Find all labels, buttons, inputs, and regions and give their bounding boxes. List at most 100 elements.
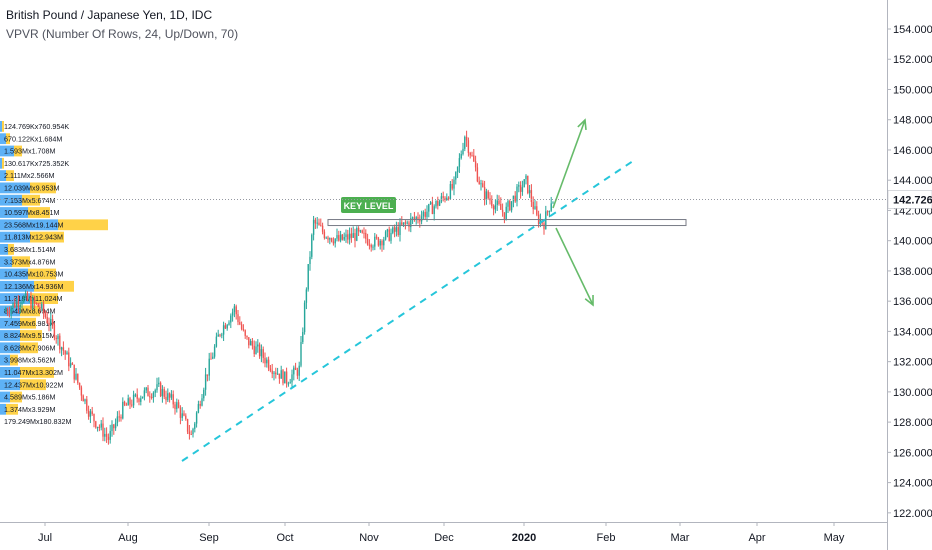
candle-body [55,337,57,340]
price-axis-label: 150.000 [893,84,932,96]
candle-body [136,394,138,399]
candle-body [325,237,327,239]
volume-profile-down-bar [30,231,64,243]
candle-body [345,234,347,238]
candle-body [109,431,111,440]
key-level-box[interactable] [327,219,687,227]
candle-body [132,394,135,406]
candle-body [296,369,299,376]
candle-body [68,352,70,367]
volume-profile-label: 7.153Mx5.674M [4,196,56,205]
volume-profile-label: 3.998Mx3.562M [4,356,56,365]
price-axis-label: 128.000 [893,417,932,429]
candle-body [185,415,187,420]
candle-body [478,181,480,184]
candle-body [395,227,398,232]
candle-body [42,304,45,314]
candle-body [444,197,446,200]
candle-body [435,200,437,207]
candle-body [197,404,200,413]
volume-profile-down-bar [22,194,40,206]
candle-body [192,428,194,435]
candle-body [321,225,324,232]
volume-profile-up-bar [0,121,2,132]
volume-profile-up-bar [0,219,58,231]
candle-body [159,382,162,397]
last-price-marker[interactable] [887,190,932,209]
candle-body [264,357,266,364]
candle-body [280,370,282,379]
candle-body [262,349,264,358]
candle-body [78,382,81,388]
volume-profile-label: 1.593Mx1.708M [4,147,56,156]
candle-body [190,434,192,436]
candle-body [347,234,349,240]
candle-body [428,204,430,212]
candle-body [23,296,25,303]
volume-profile-down-bar [20,379,46,391]
volume-profile-label: 8.949Mx8.694M [4,307,56,316]
candle-body [442,196,444,198]
volume-profile-label: 23.568Mx19.144M [4,220,64,229]
candle-body [8,312,11,314]
price-axis-label: 136.000 [893,296,932,308]
candle-body [451,184,453,189]
candle-body [111,424,113,432]
candle-body [519,185,522,192]
key-level-tag[interactable] [341,197,396,213]
down-arrow[interactable] [555,227,594,306]
candle-body [14,302,16,308]
up-arrow[interactable] [552,119,586,209]
candle-body [501,209,504,213]
candle-body [429,202,432,205]
price-axis-label: 146.000 [893,145,932,157]
time-axis-label: Mar [671,532,690,544]
candle-body [57,335,59,340]
candle-body [368,244,371,246]
candle-body [456,166,459,173]
candle-body [464,136,466,149]
candle-body [93,414,95,422]
candle-body [393,227,396,232]
candle-body [150,396,153,398]
candle-body [528,190,531,194]
up-arrow-head [577,118,587,131]
volume-profile-up-bar [0,330,20,341]
candle-body [201,398,203,406]
price-axis-label: 144.000 [893,175,932,187]
volume-profile-down-bar [28,207,50,218]
indicator-legend[interactable]: VPVR (Number Of Rows, 24, Up/Down, 70) [6,27,239,41]
candle-body [15,301,18,308]
candle-body [89,411,92,417]
chart-title: British Pound / Japanese Yen, 1D, IDC [6,8,213,22]
candle-body [118,416,120,418]
candle-body [215,336,218,347]
candle-body [316,222,318,224]
candle-body [134,394,137,396]
candle-body [84,399,86,402]
candle-body [138,398,140,402]
candle-body [154,390,156,393]
volume-profile-up-bar [0,403,6,415]
candle-body [213,346,216,357]
candle-body [366,238,369,245]
volume-profile-down-bar [10,354,18,366]
candle-body [33,298,36,304]
candle-body [372,246,374,248]
candle-body [28,298,30,301]
candle-body [291,374,293,383]
candle-body [521,187,524,192]
candle-body [330,238,333,242]
candle-body [390,232,392,241]
candle-body [305,289,308,303]
candle-body [536,206,538,215]
candle-body [231,312,234,316]
volume-profile-label: 2.111Mx2.566M [4,171,54,180]
candle-body [212,356,214,359]
candle-body [255,346,257,355]
candle-body [312,219,315,235]
volume-profile-up-bar [0,133,6,145]
time-axis-label: Feb [597,532,616,544]
plot-area[interactable] [0,0,887,522]
